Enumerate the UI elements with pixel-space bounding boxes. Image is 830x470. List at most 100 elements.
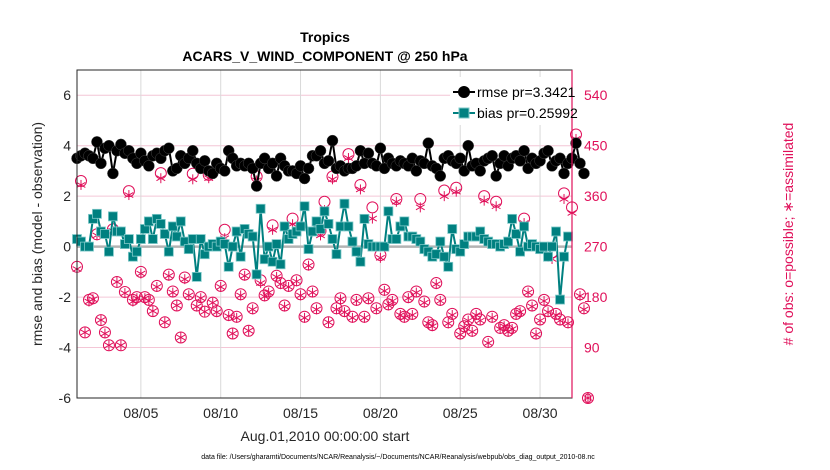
asterisk-stroke bbox=[527, 303, 537, 310]
obs-assimilated-point bbox=[367, 213, 378, 224]
asterisk-stroke bbox=[96, 317, 106, 323]
bias-point bbox=[175, 216, 186, 227]
rmse-point bbox=[462, 139, 474, 152]
obs-assimilated-point bbox=[419, 297, 429, 308]
obs-assimilated-point bbox=[232, 312, 242, 323]
y-tick-label: -6 bbox=[59, 390, 72, 406]
bias-point bbox=[223, 261, 234, 272]
y-tick-label: 0 bbox=[63, 239, 71, 255]
asterisk-stroke bbox=[411, 289, 421, 296]
obs-assimilated-point bbox=[431, 279, 441, 290]
obs-assimilated-point bbox=[539, 296, 549, 307]
obs-assimilated-point bbox=[264, 287, 274, 298]
asterisk-stroke bbox=[200, 308, 210, 315]
obs-assimilated-point bbox=[200, 306, 210, 317]
asterisk-stroke bbox=[180, 276, 190, 283]
asterisk-stroke bbox=[339, 309, 350, 316]
right-y-tick-label: 270 bbox=[584, 239, 608, 255]
bias-point bbox=[359, 213, 370, 224]
asterisk-stroke bbox=[136, 270, 146, 277]
obs-assimilated-point bbox=[88, 294, 98, 305]
obs-possible-point bbox=[146, 305, 159, 318]
obs-assimilated-point bbox=[415, 202, 425, 213]
bias-point bbox=[339, 198, 350, 209]
bias-point bbox=[439, 251, 450, 262]
right-y-tick-label: 90 bbox=[584, 340, 600, 356]
obs-assimilated-point bbox=[116, 340, 126, 351]
asterisk-stroke bbox=[419, 299, 429, 306]
asterisk-stroke bbox=[260, 293, 270, 300]
asterisk-stroke bbox=[164, 272, 174, 279]
asterisk-stroke bbox=[264, 289, 274, 296]
right-y-tick-label: 360 bbox=[584, 188, 608, 204]
obs-assimilated-point bbox=[427, 321, 437, 332]
bias-point bbox=[511, 229, 522, 239]
obs-assimilated-point bbox=[387, 296, 397, 307]
right-y-tick-label: 180 bbox=[584, 289, 608, 305]
asterisk-stroke bbox=[555, 317, 565, 324]
bias-point bbox=[100, 229, 110, 239]
asterisk-stroke bbox=[168, 289, 178, 296]
asterisk-stroke bbox=[236, 292, 246, 299]
bias-point bbox=[435, 236, 446, 247]
asterisk-stroke bbox=[116, 342, 126, 349]
asterisk-stroke bbox=[467, 328, 477, 335]
asterisk-stroke bbox=[208, 299, 218, 306]
obs-possible-point bbox=[581, 392, 594, 404]
bias-point bbox=[515, 246, 526, 257]
asterisk-stroke bbox=[515, 309, 525, 316]
bias-point bbox=[519, 221, 529, 232]
obs-assimilated-point bbox=[244, 325, 254, 336]
rmse-point bbox=[95, 157, 107, 170]
asterisk-stroke bbox=[391, 198, 401, 205]
y-tick-label: 2 bbox=[63, 188, 71, 204]
asterisk-stroke bbox=[100, 330, 110, 337]
asterisk-stroke bbox=[160, 319, 170, 326]
asterisk-stroke bbox=[224, 313, 234, 320]
asterisk-stroke bbox=[323, 319, 334, 326]
x-tick-label: 08/10 bbox=[203, 405, 238, 421]
asterisk-stroke bbox=[539, 298, 549, 304]
asterisk-stroke bbox=[583, 395, 593, 401]
rmse-point bbox=[302, 162, 315, 175]
bias-point bbox=[227, 241, 238, 252]
asterisk-stroke bbox=[76, 182, 86, 188]
obs-assimilated-point bbox=[236, 290, 246, 301]
obs-assimilated-point bbox=[164, 270, 174, 281]
asterisk-stroke bbox=[232, 314, 242, 321]
bias-point bbox=[147, 234, 158, 244]
obs-assimilated-point bbox=[531, 329, 541, 340]
bias-point bbox=[271, 239, 282, 249]
asterisk-stroke bbox=[543, 309, 553, 316]
y-tick-label: -2 bbox=[59, 289, 72, 305]
obs-possible-point bbox=[206, 296, 219, 309]
obs-assimilated-point bbox=[487, 312, 497, 323]
x-tick-label: 08/05 bbox=[123, 405, 158, 421]
obs-assimilated-point bbox=[363, 294, 374, 305]
asterisk-stroke bbox=[331, 306, 342, 313]
obs-assimilated-point bbox=[184, 290, 194, 301]
bias-point bbox=[399, 216, 410, 227]
asterisk-stroke bbox=[176, 334, 186, 341]
obs-assimilated-point bbox=[112, 276, 122, 287]
asterisk-stroke bbox=[295, 292, 306, 299]
asterisk-stroke bbox=[367, 215, 378, 222]
bias-point bbox=[84, 241, 94, 252]
asterisk-stroke bbox=[299, 314, 310, 321]
obs-assimilated-point bbox=[291, 276, 302, 287]
asterisk-stroke bbox=[228, 330, 238, 337]
asterisk-stroke bbox=[563, 320, 573, 327]
obs-assimilated-point bbox=[128, 296, 138, 307]
asterisk-stroke bbox=[192, 303, 202, 310]
rmse-point bbox=[362, 147, 375, 160]
obs-assimilated-point bbox=[168, 287, 178, 298]
obs-possible-point bbox=[366, 201, 379, 214]
asterisk-stroke bbox=[148, 308, 158, 315]
obs-assimilated-point bbox=[176, 332, 186, 343]
asterisk-stroke bbox=[216, 284, 226, 290]
asterisk-stroke bbox=[240, 272, 250, 279]
obs-assimilated-point bbox=[535, 315, 545, 326]
asterisk-stroke bbox=[271, 273, 282, 280]
asterisk-stroke bbox=[132, 295, 142, 302]
asterisk-stroke bbox=[499, 323, 509, 330]
